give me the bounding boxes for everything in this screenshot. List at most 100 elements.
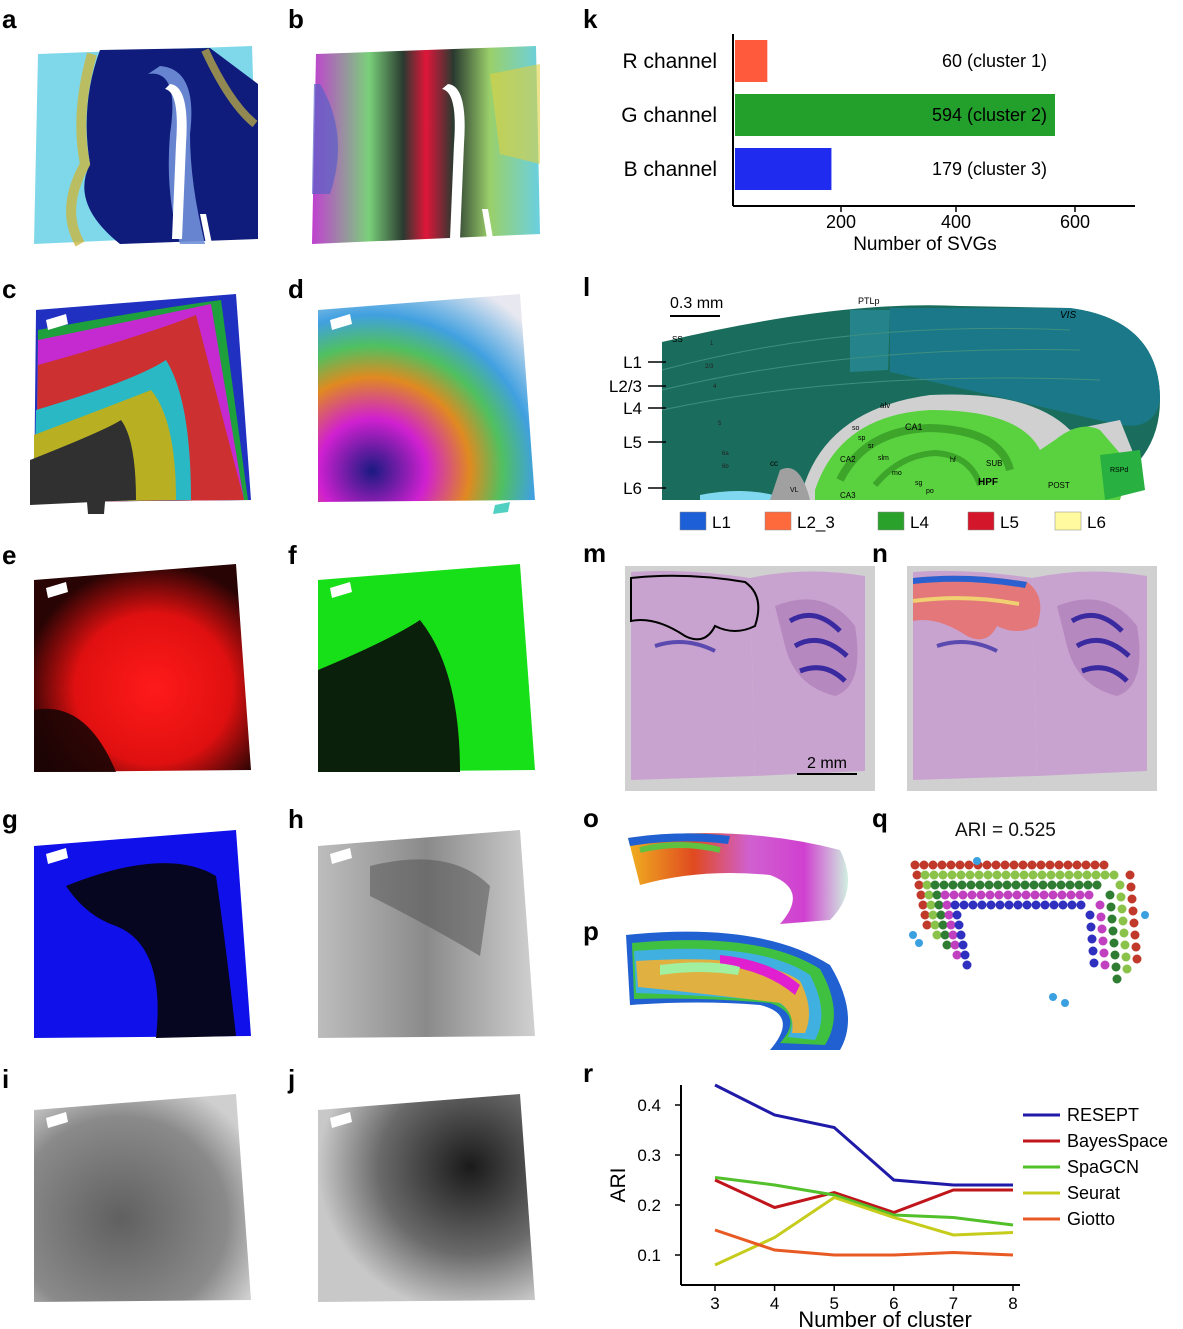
spot [1087,934,1097,944]
y-tick-label: 0.4 [637,1096,661,1115]
y-tick-label: 0.1 [637,1246,661,1265]
spot [958,940,968,950]
spot [1116,892,1126,902]
tissue-image-b [310,44,542,249]
spot [1076,900,1086,910]
label-l6a: 6a [722,451,729,457]
spot [1056,880,1066,890]
bar-category-label: B channel [624,158,717,181]
label-sp: sp [858,435,866,442]
legend-label: L2_3 [797,513,835,532]
spot [1039,890,1049,900]
spot [1129,918,1139,928]
spot [959,900,969,910]
scale-bar-label-m: 2 mm [807,755,847,772]
legend-swatch [877,511,905,531]
spot [1097,924,1107,934]
spot [1063,860,1073,870]
spot [952,950,962,960]
spot [912,870,922,880]
spot [965,870,975,880]
spot [964,860,974,870]
layer-label: L1 [623,353,642,372]
x-tick-label: 7 [949,1294,958,1313]
spot [930,880,940,890]
spot [1066,890,1076,900]
spot [1105,890,1115,900]
bar [735,148,832,190]
spot [1099,948,1109,958]
chart-r-ylabel: ARI [607,1167,630,1202]
spot [1037,870,1047,880]
bar-value-label: 179 (cluster 3) [932,159,1047,179]
spot [924,890,934,900]
spot [940,890,950,900]
spot [1118,916,1128,926]
histology-image-m: 2 mm [625,566,875,791]
layer-label: L2/3 [609,377,642,396]
spot [937,860,947,870]
spot [948,880,958,890]
spot [936,910,946,920]
spot [1085,910,1095,920]
label-l4-small: 4 [713,384,717,390]
label-mo: mo [892,470,902,477]
label-ca3: CA3 [840,491,856,500]
spot [986,900,996,910]
spot [1038,880,1048,890]
spot [991,860,1001,870]
panel-label-j: j [288,1064,296,1094]
tissue-image-a [30,44,260,249]
legend-label: L1 [712,513,731,532]
series-line [714,1178,1013,1215]
spot [938,870,948,880]
chart-r-ari: 0.1 0.2 0.3 0.4 3 4 5 6 7 8 RESEPT BayesSpace SpaG… [607,1083,1168,1329]
spot [928,860,938,870]
spot [954,920,964,930]
spot [1074,880,1084,890]
label-l5-small: 5 [718,421,722,427]
bar [735,94,1055,136]
series-line [714,1195,1014,1267]
spot [1096,912,1106,922]
spot [1000,860,1010,870]
spot [1082,870,1092,880]
spot [1054,860,1064,870]
spot [1004,900,1014,910]
tissue-image-c [26,290,258,515]
spot [974,870,984,880]
spot [1011,880,1021,890]
legend-swatch [764,511,792,531]
spot [948,930,958,940]
spot [1030,890,1040,900]
spot [1110,950,1120,960]
spot [1058,900,1068,910]
spot [939,880,949,890]
spot [958,890,968,900]
spot [1010,870,1020,880]
tissue-image-e [26,560,258,780]
spot [932,930,942,940]
cortex-roi-outline [630,574,760,641]
spot [1128,906,1138,916]
spot [955,860,965,870]
spot [946,920,956,930]
tissue-image-h [310,826,542,1048]
panel-label-d: d [288,274,304,304]
label-slm: slm [878,455,889,462]
spot [956,930,966,940]
spot [932,890,942,900]
spot [910,860,920,870]
spot [1112,974,1122,984]
legend-label: Giotto [1067,1209,1115,1229]
spot [1098,936,1108,946]
spot [1108,926,1118,936]
spot [1072,860,1082,870]
label-l1-small: 1 [710,341,714,347]
series-line [714,1176,1014,1227]
spot [1075,890,1085,900]
legend-label: Seurat [1067,1183,1120,1203]
x-tick-label: 600 [1060,212,1090,232]
spot [930,920,940,930]
spot [922,880,932,890]
